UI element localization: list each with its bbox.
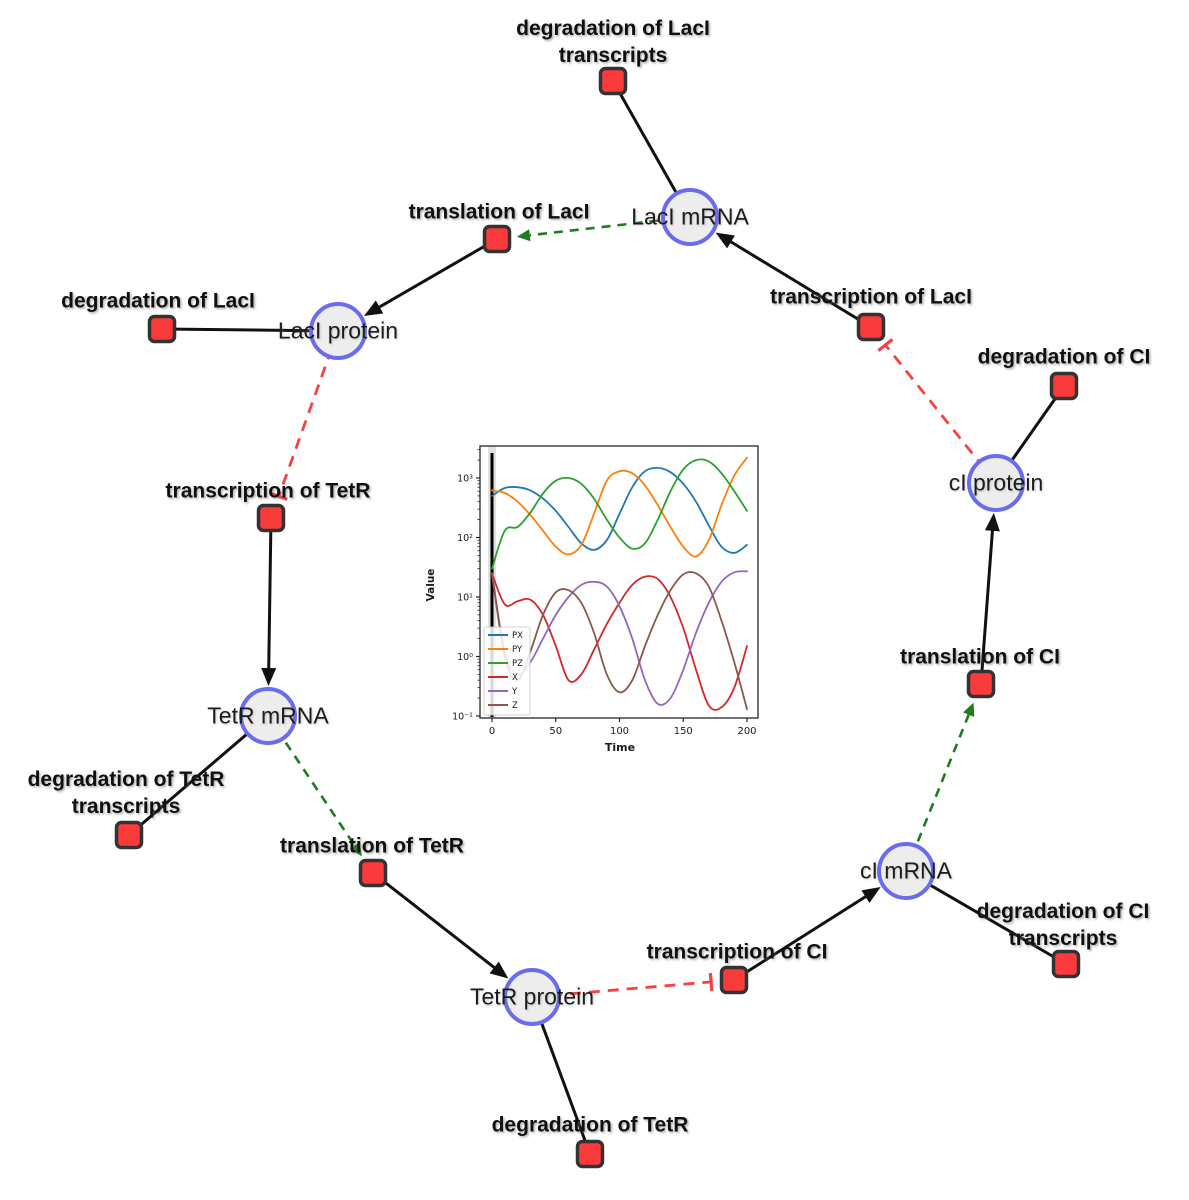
modifier-arrowhead-icon (516, 229, 531, 242)
legend-box (483, 626, 531, 716)
edge-line (267, 517, 273, 672)
x-tick-label: 50 (549, 726, 562, 737)
edge-product-tl_tetr-tetr_protein (372, 871, 509, 979)
curves-layer (488, 446, 748, 718)
reaction-node-tx_laci (856, 312, 886, 342)
legend-entry-PZ: PZ (512, 659, 523, 669)
x-axis-label: Time (605, 741, 635, 754)
chart-ticks: 0 50 100 150 200 10⁻¹ 10⁰ 10¹ 10² 10³ (452, 449, 757, 737)
modifier-arrowhead-icon (349, 842, 362, 857)
reaction-node-deg_laci_tr (598, 66, 628, 96)
species-node-tetr_mrna (239, 687, 297, 745)
nodes-layer (114, 66, 1081, 1169)
species-node-ci_mrna (877, 842, 935, 900)
species-node-laci_protein (309, 302, 367, 360)
edge-product-tl_laci-laci_protein (363, 237, 498, 316)
modifier-arrowhead-icon (963, 702, 975, 717)
inhibition-bar-icon (269, 491, 288, 501)
arrowhead-icon (715, 232, 735, 249)
reaction-node-deg_tetr (575, 1139, 605, 1169)
arrowhead-icon (261, 667, 277, 687)
reaction-node-tl_ci (966, 669, 996, 699)
legend-entry-Y: Y (511, 687, 518, 697)
edge-modifier-tetr_mrna-tl_tetr (266, 715, 362, 857)
inhibition-bar-icon (877, 338, 894, 352)
y-tick-label: 10⁻¹ (452, 712, 473, 723)
edge-product-tx_ci-ci_mrna (733, 887, 881, 982)
edge-inhibition-laci_protein-tx_tetr (269, 330, 340, 501)
x-tick-label: 100 (610, 726, 629, 737)
edge-modifier-laci_mrna-tl_laci (516, 215, 691, 242)
reaction-node-deg_tetr_tr (114, 820, 144, 850)
chart-curve-Z (491, 571, 748, 711)
edge-line (733, 893, 869, 982)
chart-curve-PX (491, 466, 748, 554)
legend-entry-X: X (512, 673, 518, 683)
arrowhead-icon (984, 512, 1000, 532)
edge-substrate-ci_mrna-deg_ci_tr (905, 869, 1067, 966)
legend-entry-Z: Z (512, 701, 518, 711)
chart-curve-Y (491, 570, 748, 706)
reaction-node-tl_tetr (358, 858, 388, 888)
arrowhead-icon (363, 300, 384, 316)
species-node-ci_protein (967, 454, 1025, 512)
y-tick-label: 10² (457, 533, 473, 544)
timecourse-chart: 0 50 100 150 20010⁻¹10⁰10¹10²10³TimeValuePXP… (425, 445, 759, 754)
edge-line (372, 871, 498, 971)
edge-product-tx_tetr-tetr_mrna (261, 517, 277, 687)
edge-modifier-ci_mrna-tl_ci (904, 702, 975, 872)
legend: PX PY PZ XYZ (483, 626, 531, 716)
y-tick-label: 10⁰ (457, 652, 473, 663)
reaction-node-tx_tetr (256, 503, 286, 533)
species-node-tetr_protein (503, 968, 561, 1026)
edge-product-tl_ci-ci_protein (979, 512, 1000, 685)
edge-line (727, 239, 872, 329)
species-node-laci_mrna (661, 188, 719, 246)
chart-curve-PZ (491, 458, 748, 570)
x-tick-label: 0 (489, 726, 495, 737)
chart-curve-X (491, 572, 748, 711)
y-tick-label: 10³ (457, 474, 473, 485)
reaction-node-tl_laci (482, 224, 512, 254)
y-tick-label: 10¹ (457, 593, 473, 604)
reaction-node-deg_ci_tr (1051, 949, 1081, 979)
x-tick-label: 200 (737, 726, 756, 737)
reaction-node-tx_ci (719, 965, 749, 995)
legend-entry-PX: PX (512, 631, 523, 641)
edge-product-tx_laci-laci_mrna (715, 232, 872, 329)
reaction-node-deg_ci (1049, 371, 1079, 401)
x-tick-label: 150 (674, 726, 693, 737)
legend-entry-PY: PY (512, 645, 523, 655)
edge-line (979, 527, 995, 685)
edge-substrate-tetr_mrna-deg_tetr_tr (128, 714, 269, 837)
chart-curve-PY (491, 456, 748, 558)
edge-substrate-laci_protein-deg_laci (161, 327, 339, 333)
reaction-node-deg_laci (147, 314, 177, 344)
arrowhead-icon (489, 961, 509, 979)
edge-inhibition-ci_protein-tx_laci (877, 338, 998, 484)
arrowhead-icon (861, 887, 881, 904)
edge-inhibition-tetr_protein-tx_ci (531, 972, 714, 999)
edge-line (376, 237, 498, 310)
y-axis-label: Value (425, 569, 437, 602)
inhibition-bar-icon (708, 972, 714, 992)
